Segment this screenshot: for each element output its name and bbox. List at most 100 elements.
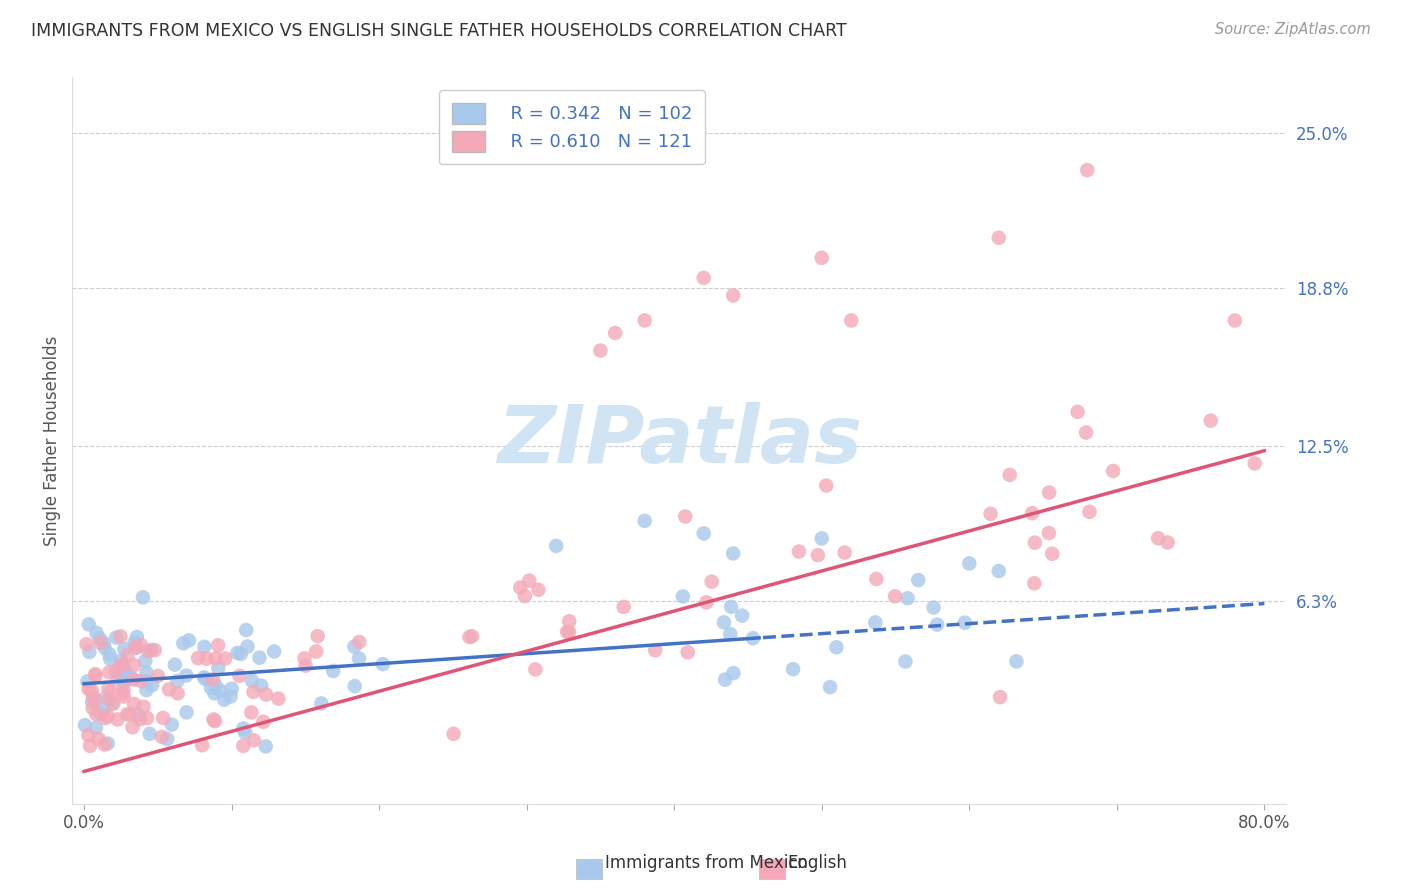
Point <box>1147 531 1170 545</box>
Point <box>347 651 370 665</box>
Point <box>605 326 627 340</box>
Point <box>141 678 163 692</box>
Point <box>1078 505 1101 519</box>
Point <box>84 668 107 682</box>
Point <box>644 643 666 657</box>
Point <box>77 617 100 632</box>
Point <box>156 732 179 747</box>
Point <box>80 683 103 698</box>
Point <box>987 231 1010 245</box>
Point <box>713 615 735 630</box>
Point <box>558 625 581 640</box>
Point <box>150 730 173 744</box>
Point <box>672 590 695 604</box>
Point <box>1199 414 1222 428</box>
Point <box>810 251 832 265</box>
Point <box>122 673 145 687</box>
Point <box>233 725 256 739</box>
Point <box>97 681 120 696</box>
Point <box>229 647 252 661</box>
Point <box>138 644 160 658</box>
Point <box>517 574 540 588</box>
Point <box>202 713 225 727</box>
Point <box>191 738 214 752</box>
Point <box>139 727 162 741</box>
Point <box>721 288 744 302</box>
Point <box>87 732 110 747</box>
Point <box>613 599 636 614</box>
Point <box>84 707 107 722</box>
Point <box>112 690 135 704</box>
Point <box>135 674 157 689</box>
Point <box>221 681 243 696</box>
Text: Immigrants from Mexico: Immigrants from Mexico <box>605 855 807 872</box>
Point <box>121 720 143 734</box>
Point <box>212 692 235 706</box>
Point <box>84 693 107 707</box>
Point <box>108 659 131 673</box>
Point <box>114 672 136 686</box>
Point <box>129 712 152 726</box>
Point <box>240 673 263 688</box>
Point <box>1021 506 1043 520</box>
Point <box>207 661 229 675</box>
Point <box>692 271 714 285</box>
Point <box>125 640 148 655</box>
Point <box>194 672 217 686</box>
Point <box>122 658 145 673</box>
Point <box>112 682 135 697</box>
Point <box>112 657 135 672</box>
Point <box>112 676 135 690</box>
Point <box>252 714 274 729</box>
Point <box>226 646 249 660</box>
Point <box>176 668 198 682</box>
Point <box>987 564 1010 578</box>
Point <box>127 707 149 722</box>
Point <box>818 680 841 694</box>
Point <box>177 633 200 648</box>
Point <box>146 669 169 683</box>
Point <box>79 645 101 659</box>
Point <box>322 664 344 678</box>
Point <box>347 635 370 649</box>
Point <box>676 645 699 659</box>
Point <box>250 679 273 693</box>
Point <box>907 573 929 587</box>
Point <box>731 608 754 623</box>
Point <box>957 557 980 571</box>
Point <box>1040 547 1063 561</box>
Point <box>90 706 112 721</box>
Point <box>524 662 547 676</box>
Point <box>160 717 183 731</box>
Text: English: English <box>787 855 848 872</box>
Point <box>589 343 612 358</box>
Text: IMMIGRANTS FROM MEXICO VS ENGLISH SINGLE FATHER HOUSEHOLDS CORRELATION CHART: IMMIGRANTS FROM MEXICO VS ENGLISH SINGLE… <box>31 22 846 40</box>
Point <box>118 707 141 722</box>
Point <box>1066 405 1088 419</box>
Point <box>187 651 209 665</box>
Point <box>135 683 157 698</box>
Point <box>742 632 765 646</box>
Point <box>107 672 129 686</box>
Point <box>84 667 107 681</box>
Point <box>117 648 139 662</box>
Point <box>1038 526 1060 541</box>
Point <box>294 658 316 673</box>
Point <box>807 548 830 562</box>
Point <box>124 640 146 654</box>
Point <box>82 701 104 715</box>
Point <box>94 640 117 655</box>
Point <box>307 629 329 643</box>
Point <box>94 690 117 705</box>
Point <box>100 684 122 698</box>
Point <box>922 600 945 615</box>
Point <box>121 671 143 685</box>
Point <box>242 685 264 699</box>
Point <box>458 630 481 644</box>
Point <box>82 690 104 705</box>
Point <box>166 686 188 700</box>
Point <box>204 714 226 728</box>
Point <box>77 682 100 697</box>
Point <box>86 625 108 640</box>
Point <box>718 627 741 641</box>
